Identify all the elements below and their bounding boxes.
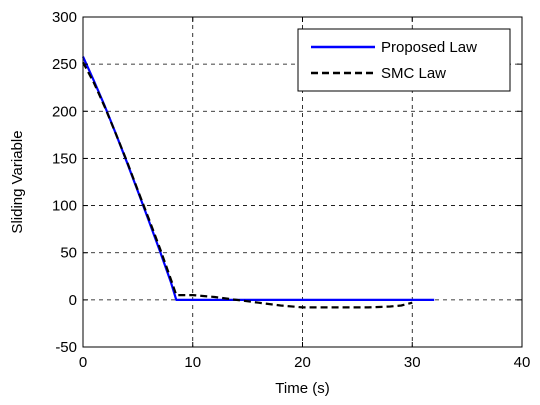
x-tick-label: 30 <box>404 354 421 371</box>
grid-layer <box>83 17 522 347</box>
legend: Proposed Law SMC Law <box>297 28 511 92</box>
x-tick-label: 20 <box>294 354 311 371</box>
y-tick-label: 100 <box>52 198 77 215</box>
series-line-smc-law <box>82 61 413 309</box>
series-layer <box>81 56 435 309</box>
y-tick-label: -50 <box>55 339 77 356</box>
x-axis-label: Time (s) <box>275 380 329 397</box>
y-tick-label: 300 <box>52 9 77 26</box>
y-tick-label: 150 <box>52 150 77 167</box>
y-tick-label: 200 <box>52 103 77 120</box>
y-tick-label: 50 <box>60 245 77 262</box>
y-tick-label: 250 <box>52 56 77 73</box>
y-axis-label: Sliding Variable <box>9 130 26 233</box>
y-tick-label: 0 <box>69 292 77 309</box>
series-line-proposed-law <box>81 56 435 301</box>
legend-label-smc-law: SMC Law <box>381 65 446 82</box>
legend-label-proposed-law: Proposed Law <box>381 39 477 56</box>
x-tick-label: 0 <box>79 354 87 371</box>
x-tick-label: 10 <box>184 354 201 371</box>
x-tick-label: 40 <box>514 354 531 371</box>
legend-box <box>297 28 511 92</box>
